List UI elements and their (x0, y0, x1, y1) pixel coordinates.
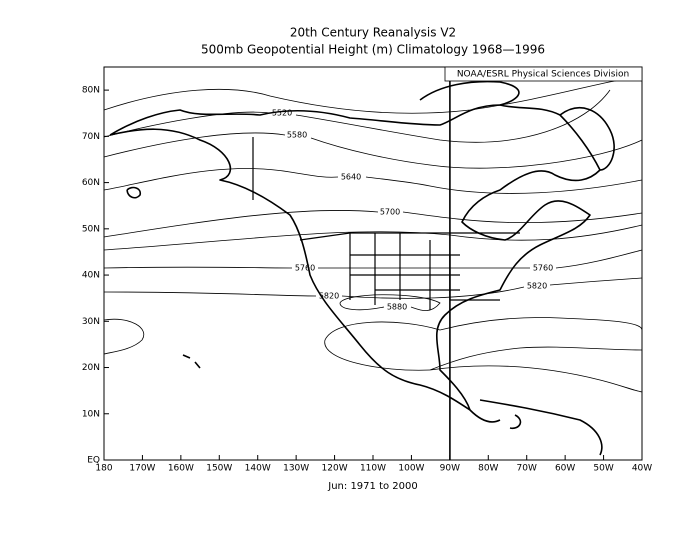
contour-label: 5520 (272, 109, 292, 118)
credit: NOAA/ESRL Physical Sciences Division (457, 70, 629, 80)
caption: Jun: 1971 to 2000 (327, 481, 417, 492)
credit-box (444, 66, 643, 82)
contour-label: 5880 (387, 303, 407, 312)
coastline (419, 80, 615, 171)
contour-line (103, 209, 643, 238)
x-tick-label: 140W (245, 464, 271, 474)
coastline (469, 399, 603, 456)
x-tick-label: 180 (95, 464, 112, 474)
coastline (126, 186, 201, 369)
contour-line (103, 132, 643, 169)
contour-label: 5700 (380, 208, 400, 217)
contour-label: 5760 (533, 264, 553, 273)
contour-label: 5820 (527, 282, 547, 291)
x-tick-label: 160W (168, 464, 194, 474)
x-tick-label: 150W (206, 464, 232, 474)
x-tick-label: 80W (478, 464, 498, 474)
contour-line (339, 294, 441, 312)
y-tick-label: 10N (82, 409, 100, 419)
x-tick-label: 120W (322, 464, 348, 474)
contour-label: 5760 (295, 264, 315, 273)
contour-label: 5640 (341, 173, 361, 182)
y-tick-label: 20N (82, 363, 100, 373)
contour-line (103, 168, 643, 194)
y-tick-label: 50N (82, 224, 100, 234)
contour-label: 5580 (287, 131, 307, 140)
y-tick-label: 80N (82, 86, 100, 96)
subtitle: 500mb Geopotential Height (m) Climatolog… (201, 43, 545, 57)
x-tick-label: 170W (129, 464, 155, 474)
x-tick-label: 60W (555, 464, 575, 474)
contour-line (103, 249, 643, 269)
x-tick-label: 110W (360, 464, 386, 474)
x-tick-label: 100W (398, 464, 424, 474)
contour-line (103, 79, 621, 114)
x-tick-label: 130W (283, 464, 309, 474)
contour-line (324, 317, 643, 371)
y-tick-label: 70N (82, 132, 100, 142)
x-tick-label: 70W (517, 464, 537, 474)
contour-line (103, 277, 643, 299)
coastlines (109, 80, 615, 456)
x-tick-label: 50W (593, 464, 613, 474)
y-tick-label: 40N (82, 271, 100, 281)
contour-line (429, 346, 643, 393)
coastline (109, 104, 601, 411)
y-tick-label: EQ (87, 456, 100, 466)
title: 20th Century Reanalysis V2 (290, 26, 456, 40)
x-tick-label: 40W (632, 464, 652, 474)
contour-label: 5820 (319, 292, 339, 301)
x-tick-label: 90W (440, 464, 460, 474)
y-tick-label: 30N (82, 317, 100, 327)
contour-line (103, 318, 145, 355)
y-tick-label: 60N (82, 178, 100, 188)
